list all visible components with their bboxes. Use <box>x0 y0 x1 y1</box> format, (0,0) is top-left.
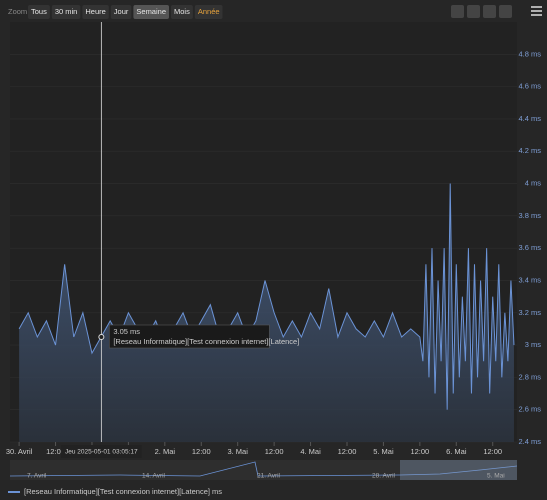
x-tick-label: 30. Avril <box>6 447 33 456</box>
y-tick-label: 4 ms <box>525 179 542 188</box>
tooltip-box <box>109 324 270 349</box>
range-button-label: Heure <box>85 7 105 16</box>
tooltip-series: [Reseau Informatique][Test connexion int… <box>113 337 299 346</box>
toolbar-icons <box>451 5 542 18</box>
range-button[interactable]: Semaine <box>133 5 169 19</box>
y-tick-label: 3.4 ms <box>518 275 541 284</box>
range-button[interactable]: Mois <box>171 5 193 19</box>
x-tick-label: 5. Mai <box>373 447 394 456</box>
navigator-label: 21. Avril <box>257 473 281 480</box>
x-tick-label: 2. Mai <box>155 447 176 456</box>
tool-button[interactable] <box>483 5 496 18</box>
y-tick-label: 4.4 ms <box>518 114 541 123</box>
series-line <box>18 183 515 410</box>
navigator-label: 28. Avril <box>372 473 396 480</box>
navigator-label: 7. Avril <box>27 473 47 480</box>
range-button-label: Jour <box>114 7 129 16</box>
range-button-label: 30 min <box>55 7 78 16</box>
x-tick-label: 12:00 <box>483 447 502 456</box>
range-button-label: Semaine <box>136 7 166 16</box>
crosshair-label-text: Jeu 2025-05-01 03:05:17 <box>65 449 138 456</box>
crosshair-label-bg <box>61 445 142 458</box>
y-tick-label: 2.4 ms <box>518 437 541 446</box>
crosshair-label: Jeu 2025-05-01 03:05:17 <box>61 445 142 458</box>
range-button-bg <box>28 5 50 19</box>
navigator-label: 5. Mai <box>487 473 505 480</box>
navigator-label: 14. Avril <box>142 473 166 480</box>
area-fill <box>19 183 514 443</box>
x-tick-label: 12:00 <box>410 447 429 456</box>
tool-button[interactable] <box>499 5 512 18</box>
y-tick-label: 4.8 ms <box>518 49 541 58</box>
y-tick-label: 3.6 ms <box>518 243 541 252</box>
tooltip-value: 3.05 ms <box>113 327 140 336</box>
range-button[interactable]: Heure <box>82 5 109 19</box>
x-tick-label: 12:00 <box>338 447 357 456</box>
navigator-line <box>9 461 518 477</box>
range-button-label: Tous <box>31 7 47 16</box>
x-tick-label: 6. Mai <box>446 447 467 456</box>
range-button-bg <box>133 5 169 19</box>
y-tick-label: 3.8 ms <box>518 211 541 220</box>
range-button-label: Année <box>198 7 220 16</box>
x-tick-label: 3. Mai <box>227 447 248 456</box>
legend-swatch <box>8 491 20 493</box>
range-button[interactable]: Tous <box>28 5 50 19</box>
range-button[interactable]: Jour <box>110 5 132 19</box>
range-button-bg <box>82 5 109 19</box>
y-tick-label: 3 ms <box>525 340 542 349</box>
y-tick-label: 4.2 ms <box>518 146 541 155</box>
hover-marker <box>98 334 105 340</box>
range-button[interactable]: Année <box>194 5 223 19</box>
tool-button[interactable] <box>467 5 480 18</box>
zoom-label: Zoom <box>8 7 27 16</box>
x-tick-label: 12:00 <box>265 447 284 456</box>
x-tick-label: 4. Mai <box>300 447 321 456</box>
y-tick-label: 2.6 ms <box>518 405 541 414</box>
legend-label: [Reseau Informatique][Test connexion int… <box>24 487 222 496</box>
x-tick-label: 12:00 <box>46 447 65 456</box>
tooltip: 3.05 ms[Reseau Informatique][Test connex… <box>109 324 299 349</box>
navigator-mask[interactable] <box>400 460 517 480</box>
range-button-bg <box>51 5 81 19</box>
range-button-bg <box>194 5 223 19</box>
range-button-label: Mois <box>174 7 190 16</box>
y-tick-label: 4.6 ms <box>518 82 541 91</box>
range-button-bg <box>171 5 193 19</box>
tool-button[interactable] <box>451 5 464 18</box>
range-button[interactable]: 30 min <box>51 5 81 19</box>
y-tick-label: 3.2 ms <box>518 308 541 317</box>
range-button-bg <box>110 5 132 19</box>
y-tick-label: 2.8 ms <box>518 372 541 381</box>
menu-button[interactable] <box>531 6 542 16</box>
x-tick-label: 12:00 <box>192 447 211 456</box>
